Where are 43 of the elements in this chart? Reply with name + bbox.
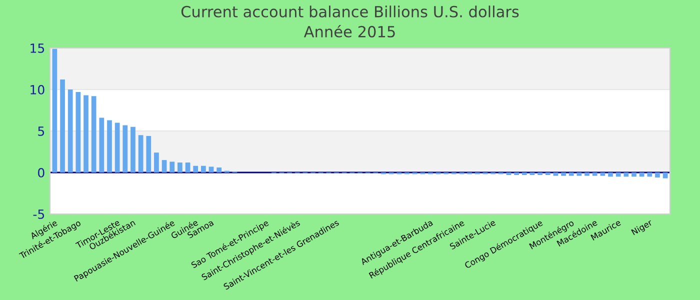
bar <box>608 172 613 177</box>
bar <box>162 160 167 172</box>
bar <box>201 166 206 172</box>
bar <box>99 118 104 172</box>
y-tick-label: 15 <box>30 44 44 53</box>
bar <box>76 92 81 172</box>
bar <box>68 90 73 172</box>
bar <box>193 166 198 172</box>
y-tick-label: 0 <box>38 168 44 178</box>
bar <box>52 48 58 172</box>
bar <box>576 172 582 176</box>
bar <box>130 126 136 172</box>
bar <box>592 172 598 176</box>
bar <box>632 172 636 177</box>
bar <box>553 172 558 176</box>
bar <box>114 122 120 172</box>
bar <box>170 162 175 172</box>
bar <box>138 135 144 172</box>
bar <box>600 172 606 176</box>
bar <box>122 125 128 172</box>
y-tick-label: -5 <box>33 210 44 219</box>
bar <box>616 172 621 177</box>
bar <box>584 172 590 176</box>
bar <box>185 162 190 172</box>
bar <box>216 168 222 172</box>
bar <box>655 172 660 178</box>
bar <box>154 152 159 172</box>
chart-title: Current account balance Billions U.S. dollars <box>181 6 519 18</box>
bar <box>91 96 96 172</box>
y-tick-label: 10 <box>30 84 44 94</box>
bar <box>107 120 112 172</box>
bar <box>146 136 152 172</box>
bar <box>178 162 182 172</box>
bar <box>647 172 652 177</box>
bar <box>208 166 214 172</box>
bar <box>624 172 629 177</box>
bar <box>60 80 65 172</box>
bar <box>568 172 574 176</box>
y-tick-label: 5 <box>38 126 44 136</box>
chart-subtitle: Année 2015 <box>304 24 395 38</box>
bar <box>561 172 566 176</box>
bar <box>84 95 88 172</box>
bar <box>662 172 668 178</box>
